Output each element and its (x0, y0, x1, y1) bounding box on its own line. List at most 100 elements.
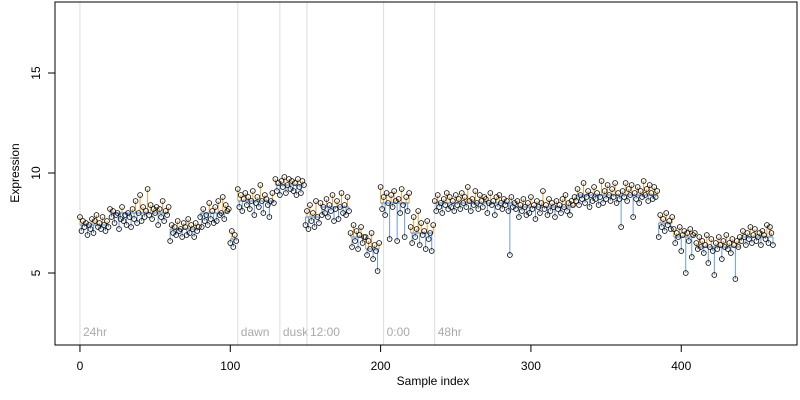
point (597, 194, 603, 200)
point (407, 224, 414, 230)
point (242, 190, 249, 196)
point (322, 210, 328, 216)
point (451, 208, 458, 214)
point (443, 190, 450, 196)
point (206, 200, 213, 206)
point (591, 184, 597, 190)
point (498, 200, 504, 206)
point (296, 184, 303, 190)
point (735, 244, 742, 250)
annotation-label: 0:00 (387, 325, 411, 339)
point (413, 226, 420, 232)
point (260, 210, 267, 216)
point (221, 216, 228, 222)
point (87, 226, 94, 232)
point (374, 268, 381, 274)
point (99, 214, 106, 220)
point (507, 252, 513, 258)
point (207, 216, 214, 222)
point (480, 204, 486, 210)
point (574, 186, 581, 192)
point (561, 204, 567, 210)
point (618, 224, 624, 230)
point (604, 182, 611, 188)
point (376, 240, 382, 246)
point (320, 204, 327, 210)
point (379, 206, 385, 212)
point (123, 222, 130, 228)
point (652, 194, 659, 200)
point (477, 192, 483, 198)
point (305, 226, 312, 232)
point (313, 198, 319, 204)
point (293, 192, 300, 198)
point (516, 214, 522, 220)
point (688, 254, 695, 260)
point (90, 230, 97, 236)
point (651, 184, 657, 190)
point (326, 202, 333, 208)
point (361, 234, 367, 240)
point (628, 182, 635, 188)
point (400, 202, 406, 208)
point (624, 198, 630, 204)
point (710, 248, 716, 254)
point (499, 206, 506, 212)
point (746, 236, 752, 242)
point (684, 230, 691, 236)
point (648, 190, 654, 196)
point (431, 198, 438, 204)
annotation-label: 48hr (438, 325, 462, 339)
point (397, 210, 403, 216)
x-axis-label: Sample index (397, 374, 470, 388)
point (280, 184, 286, 190)
point (562, 192, 569, 198)
point (93, 212, 100, 218)
point (421, 228, 427, 234)
point (627, 192, 633, 198)
point (729, 236, 736, 242)
point (356, 232, 363, 238)
point (302, 222, 309, 228)
point (594, 190, 600, 196)
point (531, 202, 537, 208)
point (308, 218, 315, 224)
point (663, 210, 670, 216)
point (364, 252, 370, 258)
point (143, 208, 149, 214)
point (610, 194, 617, 200)
point (564, 208, 570, 214)
point (186, 230, 193, 236)
point (526, 210, 533, 216)
point (448, 204, 455, 210)
point (105, 224, 112, 230)
point (467, 208, 474, 214)
point (78, 228, 85, 234)
point (719, 256, 725, 262)
point (189, 226, 196, 232)
point (693, 240, 700, 246)
point (454, 202, 461, 208)
point (758, 242, 764, 248)
point (505, 208, 512, 214)
point (171, 224, 178, 230)
point (370, 256, 376, 262)
point (567, 212, 573, 218)
point (147, 202, 154, 208)
point (424, 218, 431, 224)
point (200, 206, 207, 212)
point (457, 206, 464, 212)
point (368, 230, 375, 236)
point (394, 238, 400, 244)
point (228, 228, 235, 234)
point (682, 270, 689, 276)
point (669, 214, 676, 220)
point (552, 214, 558, 220)
point (613, 200, 620, 206)
point (149, 216, 155, 222)
point (612, 180, 618, 186)
point (352, 238, 358, 244)
point (449, 198, 456, 204)
point (257, 182, 264, 188)
x-tick-label: 400 (671, 359, 691, 373)
